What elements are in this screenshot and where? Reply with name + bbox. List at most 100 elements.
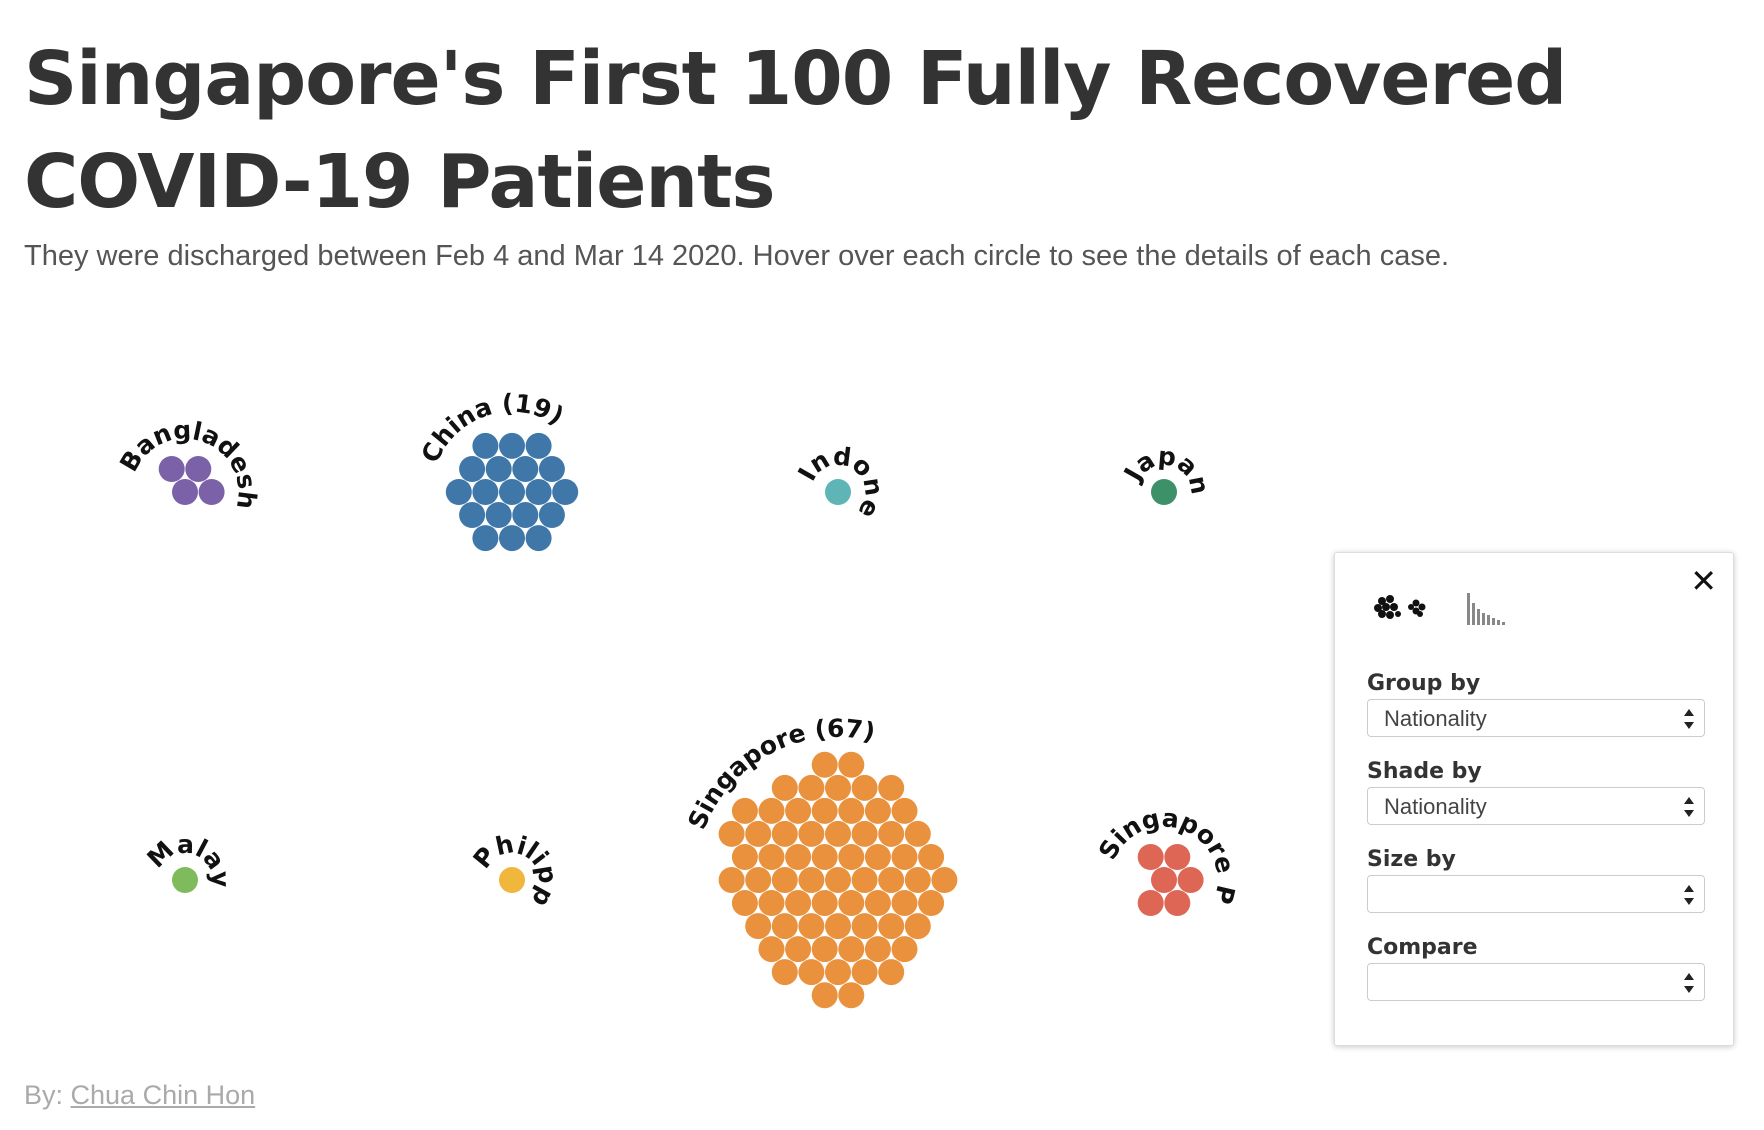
case-circle-singapore-pr[interactable] xyxy=(1177,867,1204,893)
case-circle-singapore[interactable] xyxy=(825,959,851,986)
histogram-view-icon[interactable] xyxy=(1465,589,1515,629)
case-circle-singapore-pr[interactable] xyxy=(1151,867,1177,893)
case-circle-singapore[interactable] xyxy=(891,844,918,870)
case-circle-singapore[interactable] xyxy=(745,913,772,940)
case-circle-singapore[interactable] xyxy=(731,797,758,824)
case-circle-china[interactable] xyxy=(525,479,552,505)
case-circle-china[interactable] xyxy=(472,479,499,505)
case-circle-china[interactable] xyxy=(472,525,499,552)
case-circle-singapore[interactable] xyxy=(891,936,918,963)
case-circle-singapore[interactable] xyxy=(798,867,825,893)
case-circle-singapore[interactable] xyxy=(838,982,865,1009)
case-circle-singapore[interactable] xyxy=(718,867,745,893)
case-circle-china[interactable] xyxy=(499,479,525,505)
case-circle-singapore-pr[interactable] xyxy=(1137,844,1164,870)
case-circle-singapore[interactable] xyxy=(851,867,878,893)
case-circle-indonesia[interactable] xyxy=(825,479,851,505)
case-circle-singapore[interactable] xyxy=(851,913,878,940)
case-circle-singapore[interactable] xyxy=(771,913,798,940)
case-circle-singapore[interactable] xyxy=(891,797,918,824)
case-circle-singapore[interactable] xyxy=(811,982,838,1009)
case-circle-singapore[interactable] xyxy=(771,959,798,986)
case-circle-china[interactable] xyxy=(459,502,486,528)
case-circle-singapore[interactable] xyxy=(838,890,865,916)
case-circle-singapore[interactable] xyxy=(758,797,785,824)
case-circle-singapore[interactable] xyxy=(811,797,838,824)
author-link[interactable]: Chua Chin Hon xyxy=(70,1080,256,1110)
case-circle-singapore[interactable] xyxy=(811,844,838,870)
case-circle-singapore[interactable] xyxy=(918,844,945,870)
case-circle-singapore[interactable] xyxy=(785,844,812,870)
case-circle-singapore[interactable] xyxy=(758,890,785,916)
case-circle-japan[interactable] xyxy=(1151,479,1177,505)
case-circle-singapore[interactable] xyxy=(878,867,905,893)
case-circle-singapore[interactable] xyxy=(878,959,905,986)
case-circle-singapore[interactable] xyxy=(931,867,958,893)
case-circle-singapore[interactable] xyxy=(785,936,812,963)
case-circle-singapore[interactable] xyxy=(851,959,878,986)
case-circle-philippines[interactable] xyxy=(499,867,525,893)
case-circle-singapore-pr[interactable] xyxy=(1164,844,1191,870)
case-circle-singapore[interactable] xyxy=(864,890,891,916)
case-circle-china[interactable] xyxy=(538,456,565,482)
case-circle-singapore[interactable] xyxy=(878,774,905,801)
case-circle-china[interactable] xyxy=(445,479,472,505)
case-circle-singapore[interactable] xyxy=(838,797,865,824)
case-circle-singapore[interactable] xyxy=(918,890,945,916)
case-circle-china[interactable] xyxy=(499,525,525,552)
case-circle-singapore[interactable] xyxy=(718,820,745,847)
case-circle-singapore[interactable] xyxy=(811,890,838,916)
case-circle-singapore[interactable] xyxy=(811,936,838,963)
case-circle-singapore[interactable] xyxy=(851,774,878,801)
case-circle-bangladesh[interactable] xyxy=(198,479,225,505)
case-circle-china[interactable] xyxy=(512,456,539,482)
case-circle-singapore[interactable] xyxy=(825,867,851,893)
case-circle-bangladesh[interactable] xyxy=(158,456,185,482)
case-circle-china[interactable] xyxy=(538,502,565,528)
size-by-select[interactable] xyxy=(1367,875,1705,913)
case-circle-singapore-pr[interactable] xyxy=(1164,890,1191,916)
case-circle-singapore[interactable] xyxy=(785,890,812,916)
case-circle-china[interactable] xyxy=(485,502,512,528)
case-circle-singapore[interactable] xyxy=(838,751,865,778)
case-circle-singapore[interactable] xyxy=(904,820,931,847)
case-circle-malaysia[interactable] xyxy=(172,867,198,893)
case-circle-singapore[interactable] xyxy=(891,890,918,916)
case-circle-singapore[interactable] xyxy=(758,844,785,870)
case-circle-singapore[interactable] xyxy=(825,774,851,801)
case-circle-singapore[interactable] xyxy=(798,913,825,940)
case-circle-singapore[interactable] xyxy=(811,751,838,778)
case-circle-singapore[interactable] xyxy=(851,820,878,847)
case-circle-singapore[interactable] xyxy=(864,797,891,824)
case-circle-singapore[interactable] xyxy=(904,913,931,940)
case-circle-singapore[interactable] xyxy=(838,844,865,870)
case-circle-china[interactable] xyxy=(552,479,579,505)
case-circle-singapore[interactable] xyxy=(825,913,851,940)
case-circle-singapore[interactable] xyxy=(878,820,905,847)
case-circle-singapore[interactable] xyxy=(771,820,798,847)
case-circle-singapore[interactable] xyxy=(771,774,798,801)
case-circle-singapore[interactable] xyxy=(798,820,825,847)
case-circle-singapore[interactable] xyxy=(771,867,798,893)
case-circle-singapore[interactable] xyxy=(745,820,772,847)
case-circle-singapore[interactable] xyxy=(838,936,865,963)
case-circle-china[interactable] xyxy=(459,456,486,482)
case-circle-singapore[interactable] xyxy=(758,936,785,963)
case-circle-china[interactable] xyxy=(499,432,525,459)
case-circle-bangladesh[interactable] xyxy=(172,479,198,505)
case-circle-singapore[interactable] xyxy=(731,890,758,916)
case-circle-singapore[interactable] xyxy=(731,844,758,870)
case-circle-china[interactable] xyxy=(525,432,552,459)
case-circle-china[interactable] xyxy=(472,432,499,459)
case-circle-singapore[interactable] xyxy=(825,820,851,847)
case-circle-china[interactable] xyxy=(512,502,539,528)
case-circle-singapore[interactable] xyxy=(904,867,931,893)
close-icon[interactable]: ✕ xyxy=(1690,562,1717,600)
case-circle-china[interactable] xyxy=(525,525,552,552)
case-circle-singapore[interactable] xyxy=(864,936,891,963)
case-circle-china[interactable] xyxy=(485,456,512,482)
case-circle-singapore[interactable] xyxy=(798,959,825,986)
case-circle-singapore-pr[interactable] xyxy=(1137,890,1164,916)
case-circle-singapore[interactable] xyxy=(864,844,891,870)
group-by-select[interactable]: Nationality xyxy=(1367,699,1705,737)
